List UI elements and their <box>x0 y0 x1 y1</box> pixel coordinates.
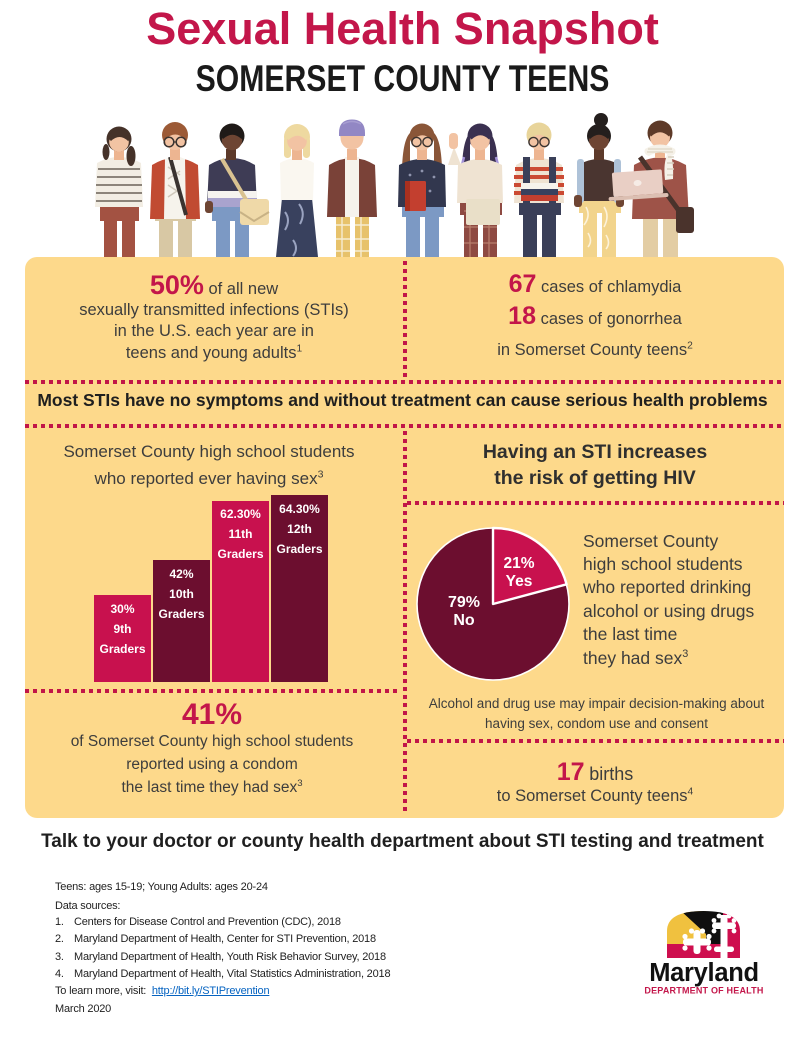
svg-text:DEPARTMENT OF HEALTH: DEPARTMENT OF HEALTH <box>644 986 763 996</box>
svg-text:Maryland: Maryland <box>649 959 759 987</box>
